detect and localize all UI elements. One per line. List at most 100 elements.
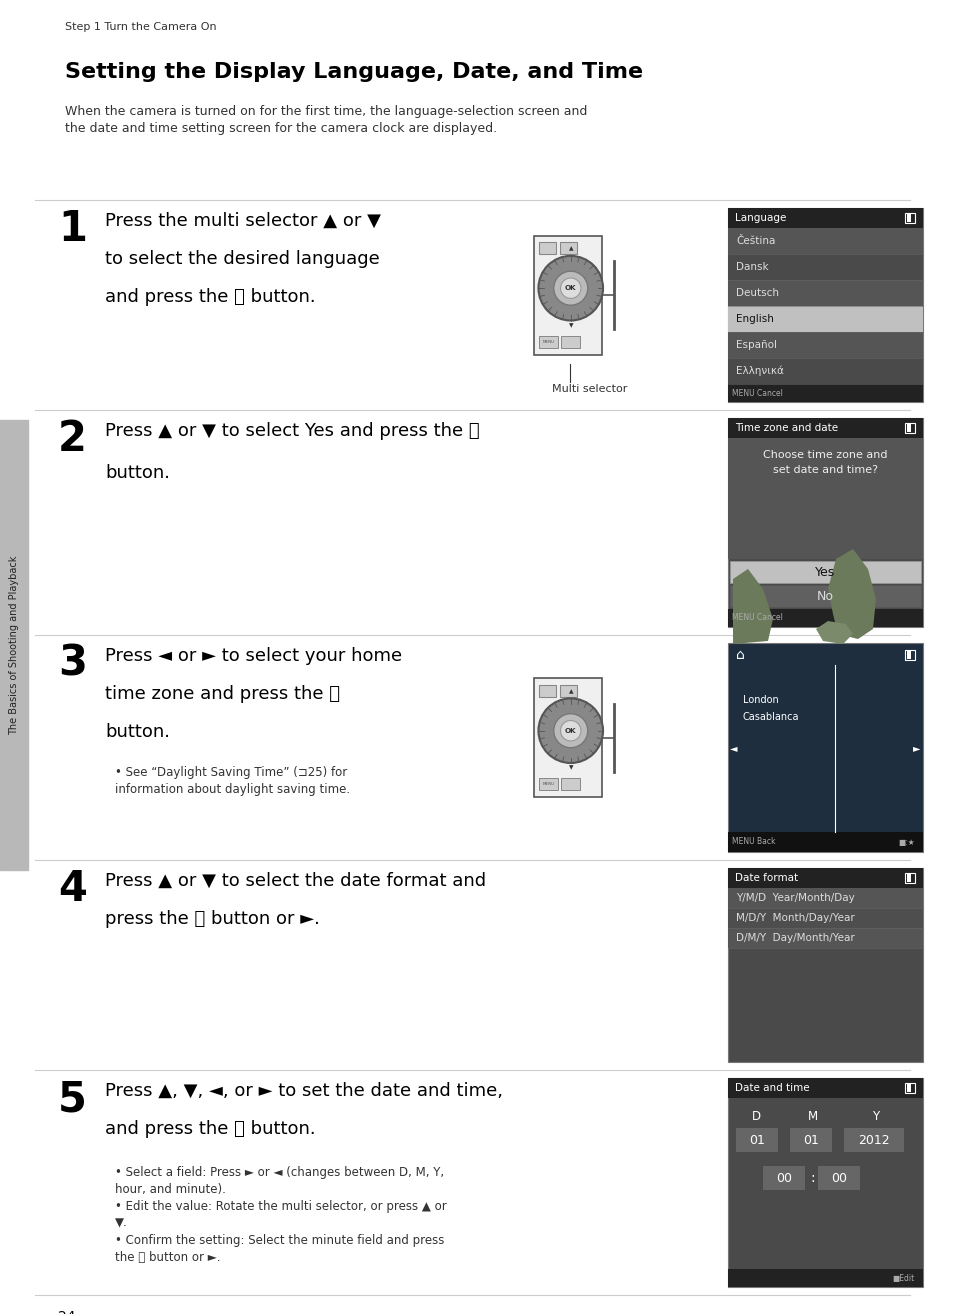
- Bar: [727, 832, 923, 851]
- Bar: [727, 208, 923, 229]
- Text: Press ▲ or ▼ to select Yes and press the ⓪: Press ▲ or ▼ to select Yes and press the…: [105, 422, 479, 440]
- Text: Y: Y: [872, 1109, 879, 1122]
- Polygon shape: [827, 549, 875, 639]
- Text: MENU: MENU: [541, 340, 554, 344]
- Text: 1: 1: [58, 208, 87, 250]
- Text: ◄: ◄: [729, 744, 737, 753]
- Text: Press ◄ or ► to select your home: Press ◄ or ► to select your home: [105, 646, 402, 665]
- Text: OK: OK: [564, 728, 576, 733]
- Text: 01: 01: [748, 1134, 764, 1147]
- Text: Ελληνικά: Ελληνικά: [735, 365, 783, 376]
- Bar: [727, 280, 923, 306]
- Text: The Basics of Shooting and Playback: The Basics of Shooting and Playback: [9, 556, 19, 735]
- Text: MENU Cancel: MENU Cancel: [731, 389, 782, 398]
- Bar: [735, 1127, 778, 1152]
- Text: Multi selector: Multi selector: [552, 384, 627, 394]
- Text: button.: button.: [105, 464, 170, 482]
- Bar: [904, 423, 914, 434]
- Text: :: :: [810, 1171, 815, 1185]
- Text: MENU: MENU: [541, 782, 554, 786]
- Text: Español: Español: [735, 340, 776, 350]
- Text: ■:★: ■:★: [898, 837, 914, 846]
- Text: the date and time setting screen for the camera clock are displayed.: the date and time setting screen for the…: [65, 122, 497, 135]
- Text: Press ▲ or ▼ to select the date format and: Press ▲ or ▼ to select the date format a…: [105, 872, 486, 890]
- Text: London: London: [742, 695, 778, 706]
- Polygon shape: [732, 569, 772, 644]
- Text: Date and time: Date and time: [734, 1083, 809, 1093]
- Text: ▼: ▼: [568, 766, 573, 770]
- Text: D: D: [751, 1109, 760, 1122]
- Bar: [906, 424, 910, 432]
- Bar: [727, 332, 923, 357]
- Bar: [727, 928, 923, 947]
- Text: press the ⓪ button or ►.: press the ⓪ button or ►.: [105, 911, 319, 928]
- Bar: [817, 1166, 859, 1190]
- Circle shape: [537, 699, 602, 763]
- Bar: [538, 778, 558, 790]
- Text: MENU Back: MENU Back: [731, 837, 775, 846]
- Text: D/M/Y  Day/Month/Year: D/M/Y Day/Month/Year: [735, 933, 854, 943]
- Bar: [0, 420, 28, 870]
- Bar: [906, 214, 910, 222]
- Text: button.: button.: [105, 723, 170, 741]
- Bar: [727, 418, 923, 438]
- Circle shape: [560, 720, 580, 741]
- Bar: [560, 778, 579, 790]
- Text: Language: Language: [734, 213, 785, 223]
- Bar: [727, 229, 923, 254]
- Bar: [727, 306, 923, 332]
- Text: ■Edit: ■Edit: [892, 1273, 914, 1282]
- Text: ►: ►: [912, 744, 920, 753]
- Text: Press ▲, ▼, ◄, or ► to set the date and time,: Press ▲, ▼, ◄, or ► to set the date and …: [105, 1081, 502, 1100]
- Bar: [727, 254, 923, 280]
- Bar: [727, 1077, 923, 1099]
- Bar: [727, 357, 923, 384]
- Text: M: M: [807, 1109, 818, 1122]
- Bar: [729, 585, 920, 607]
- Text: 5: 5: [58, 1077, 87, 1120]
- Text: 24: 24: [58, 1310, 75, 1314]
- Bar: [538, 242, 556, 254]
- Bar: [762, 1166, 804, 1190]
- Text: Deutsch: Deutsch: [735, 288, 779, 298]
- Text: Time zone and date: Time zone and date: [734, 423, 838, 434]
- Text: • Edit the value: Rotate the multi selector, or press ▲ or
▼.: • Edit the value: Rotate the multi selec…: [115, 1200, 446, 1230]
- Text: Y/M/D  Year/Month/Day: Y/M/D Year/Month/Day: [735, 894, 854, 903]
- Text: time zone and press the ⓪: time zone and press the ⓪: [105, 685, 339, 703]
- Text: 00: 00: [775, 1172, 791, 1184]
- Bar: [560, 336, 579, 348]
- Bar: [906, 874, 910, 882]
- Text: When the camera is turned on for the first time, the language-selection screen a: When the camera is turned on for the fir…: [65, 105, 587, 118]
- Circle shape: [553, 714, 587, 748]
- Bar: [843, 1127, 903, 1152]
- Bar: [727, 208, 923, 402]
- Text: No: No: [816, 590, 833, 603]
- Text: ▼: ▼: [568, 323, 573, 328]
- Bar: [727, 608, 923, 627]
- Text: English: English: [735, 314, 773, 325]
- Text: M/D/Y  Month/Day/Year: M/D/Y Month/Day/Year: [735, 913, 854, 922]
- Bar: [727, 908, 923, 928]
- Bar: [727, 418, 923, 627]
- Text: Yes: Yes: [815, 565, 835, 578]
- Bar: [534, 678, 601, 798]
- Bar: [904, 213, 914, 223]
- Text: 2: 2: [58, 418, 87, 460]
- Bar: [789, 1127, 831, 1152]
- Circle shape: [553, 271, 587, 305]
- Text: Čeština: Čeština: [735, 237, 775, 246]
- Text: OK: OK: [564, 285, 576, 292]
- Text: 2012: 2012: [858, 1134, 889, 1147]
- Bar: [559, 685, 577, 696]
- Text: • See “Daylight Saving Time” (⊐25) for
information about daylight saving time.: • See “Daylight Saving Time” (⊐25) for i…: [115, 766, 350, 796]
- Bar: [538, 336, 558, 348]
- Text: 00: 00: [830, 1172, 846, 1184]
- Text: • Select a field: Press ► or ◄ (changes between D, M, Y,
hour, and minute).: • Select a field: Press ► or ◄ (changes …: [115, 1166, 444, 1196]
- Polygon shape: [815, 622, 852, 644]
- Text: Dansk: Dansk: [735, 261, 768, 272]
- Bar: [904, 872, 914, 883]
- Text: and press the ⓪ button.: and press the ⓪ button.: [105, 288, 315, 306]
- Bar: [906, 650, 910, 660]
- Text: Date format: Date format: [734, 872, 798, 883]
- Text: to select the desired language: to select the desired language: [105, 250, 379, 268]
